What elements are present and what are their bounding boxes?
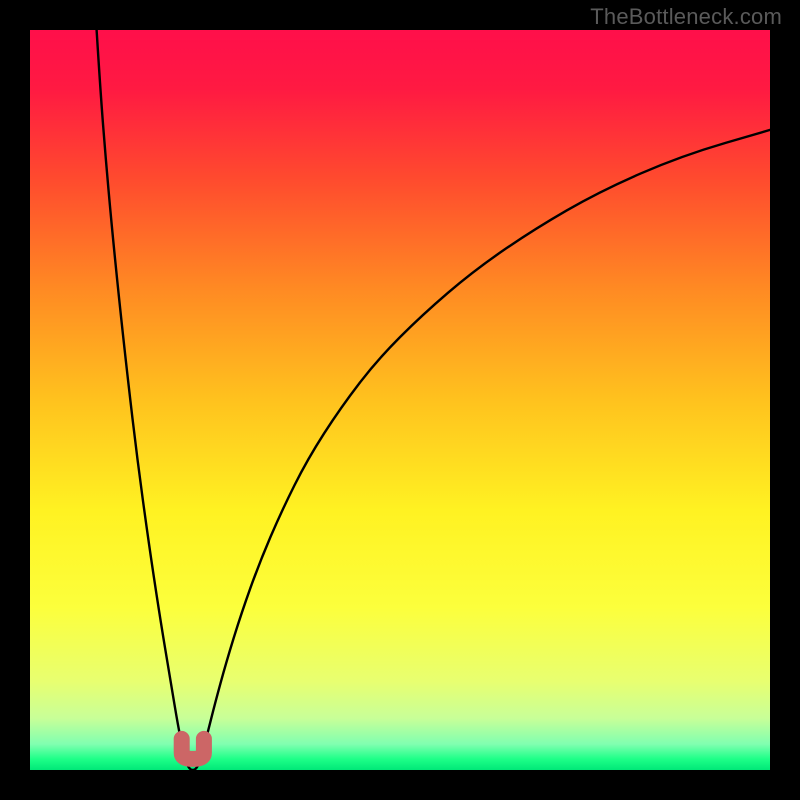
watermark-text: TheBottleneck.com: [590, 4, 782, 30]
plot-gradient-background: [30, 30, 770, 770]
bottleneck-chart: [0, 0, 800, 800]
chart-container: TheBottleneck.com: [0, 0, 800, 800]
